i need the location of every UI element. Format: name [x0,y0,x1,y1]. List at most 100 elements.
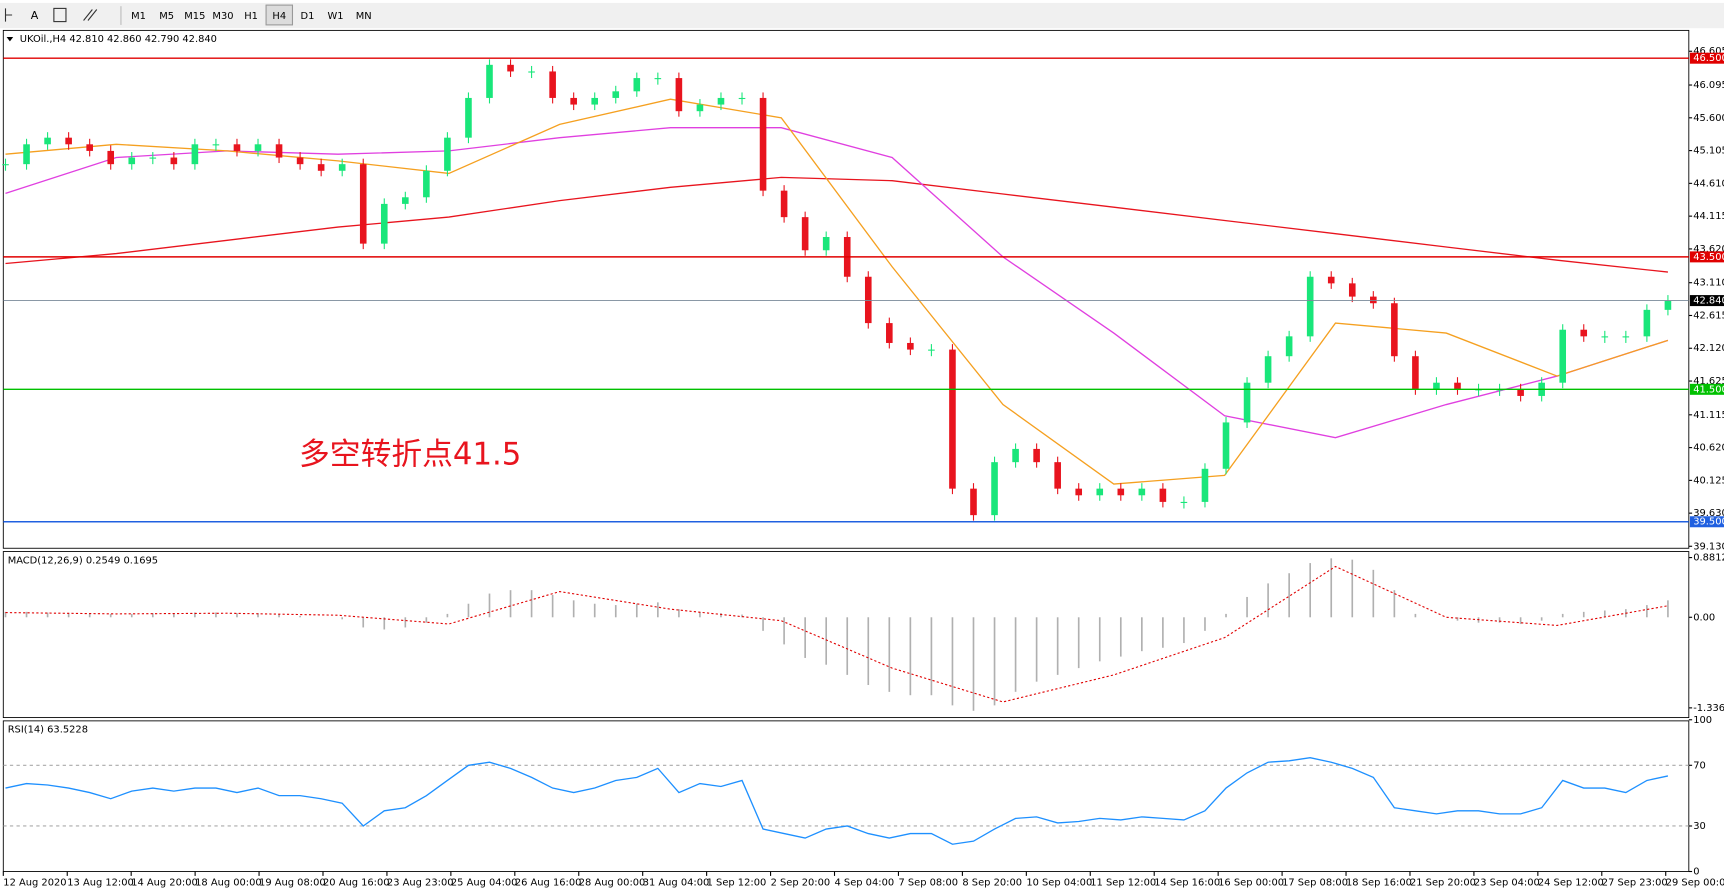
candle [738,97,746,100]
timeframe-label[interactable]: M5 [159,11,174,22]
timeframe-label[interactable]: M1 [131,11,146,22]
candle [591,97,599,105]
candle [1643,309,1651,337]
timeframe-label[interactable]: D1 [300,11,314,22]
candle [780,190,788,218]
shapes-tool[interactable] [83,9,98,21]
timeframe-label[interactable]: M30 [212,11,233,22]
y-tick-label: 0 [1693,867,1699,878]
y-tick-label: 41.115 [1693,410,1724,421]
candle [1306,276,1314,337]
moving-average [5,127,1669,439]
x-tick-label: 25 Aug 04:00 [451,877,518,888]
rsi-title: RSI(14) 63.5228 [8,725,88,736]
y-tick-label: 45.600 [1693,113,1724,124]
candle [1327,276,1335,284]
x-tick-label: 29 Sep 00:00 [1666,877,1724,888]
x-tick-label: 1 Sep 12:00 [707,877,767,888]
y-tick-label: -1.3368 [1693,703,1724,714]
x-tick-label: 18 Sep 16:00 [1346,877,1412,888]
dropdown-arrow [6,36,14,42]
candle [107,150,115,165]
candle [1370,296,1377,304]
annotation: 多空转折点41.5 [299,436,521,472]
candle [465,97,472,138]
candle [1285,336,1293,357]
candle [928,349,935,351]
candle [907,342,914,350]
candle [1601,336,1609,338]
cursor-icon[interactable] [4,8,13,22]
candle [191,144,199,165]
candle [633,78,641,92]
timeframe-button[interactable] [153,5,180,25]
timeframe-button[interactable] [294,5,321,25]
candle [23,144,30,165]
candle [486,64,493,98]
timeframe-button[interactable] [265,4,294,26]
timeframe-label[interactable]: W1 [328,11,344,22]
x-tick-label: 12 Aug 2020 [3,877,66,888]
timeframe-button[interactable] [350,5,377,25]
rsi-panel [2,720,1690,872]
x-tick-label: 20 Aug 16:00 [323,877,390,888]
candle [44,137,51,145]
x-tick-label: 7 Sep 08:00 [898,877,958,888]
x-tick-label: 18 Aug 00:00 [195,877,262,888]
candle [507,64,514,72]
candle [338,164,346,171]
candle [1243,382,1251,423]
x-tick-label: 28 Aug 00:00 [579,877,646,888]
level-tag [1689,251,1724,263]
y-tick-label: 46.605 [1693,46,1724,57]
timeframe-label[interactable]: H1 [244,11,258,22]
x-tick-label: 17 Sep 08:00 [1282,877,1348,888]
text-tool[interactable]: A [31,9,39,22]
x-tick-label: 11 Sep 12:00 [1090,877,1156,888]
timeframe-button[interactable] [125,5,152,25]
x-tick-label: 31 Aug 04:00 [643,877,710,888]
y-tick-label: 39.630 [1693,508,1724,519]
x-tick-label: 27 Sep 23:00 [1602,877,1668,888]
candle [1012,448,1019,463]
y-tick-label: 42.615 [1693,310,1724,321]
moving-average [5,98,1669,485]
candle [991,462,998,516]
candle [675,78,683,112]
y-tick-label: 100 [1693,715,1712,726]
level-label: 46.500 [1693,53,1724,64]
y-tick-label: 39.130 [1693,541,1724,552]
timeframe-button[interactable] [181,5,209,25]
x-tick-label: 14 Aug 20:00 [131,877,198,888]
x-tick-label: 23 Sep 04:00 [1474,877,1540,888]
candle [359,164,367,244]
y-tick-label: 45.105 [1693,146,1724,157]
candle [1454,382,1461,390]
timeframe-label[interactable]: H4 [272,11,286,22]
timeframe-button[interactable] [322,5,349,25]
y-tick-label: 42.120 [1693,343,1724,354]
timeframe-label[interactable]: MN [356,11,372,22]
level-tag [1689,516,1724,528]
y-tick-label: 41.625 [1693,376,1724,387]
timeframe-label[interactable]: M15 [184,11,205,22]
candle [1348,283,1356,297]
candle [949,349,956,489]
candle [1559,329,1567,383]
timeframe-button[interactable] [237,5,265,25]
candle [254,144,262,151]
y-tick-label: 44.610 [1693,178,1724,189]
tool-icons: A [4,6,122,25]
candle [654,78,662,80]
label-tool[interactable] [53,7,67,23]
candle [886,323,893,343]
candle [1580,329,1588,337]
macd-panel [2,551,1690,719]
y-tick-label: 46.095 [1693,80,1724,91]
level-label: 39.500 [1693,517,1724,528]
candle [1159,488,1167,502]
timeframe-button[interactable] [209,5,237,25]
x-tick-label: 19 Aug 08:00 [259,877,326,888]
candle [296,157,304,165]
x-tick-label: 24 Sep 12:00 [1538,877,1604,888]
